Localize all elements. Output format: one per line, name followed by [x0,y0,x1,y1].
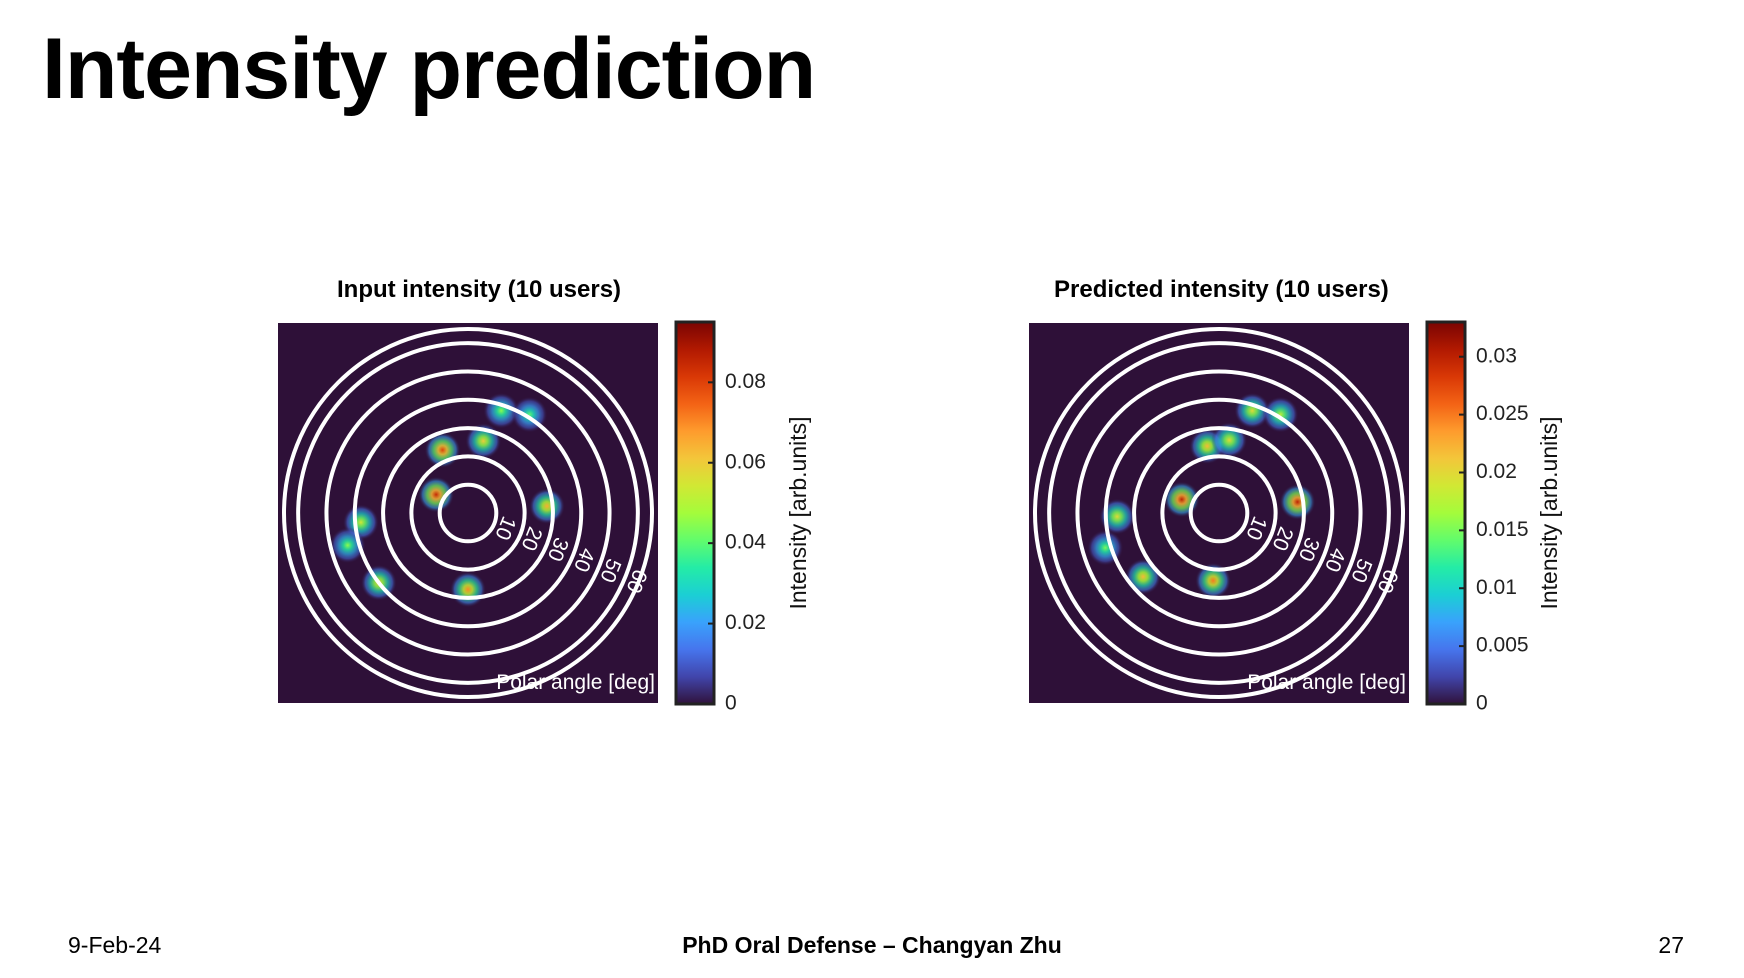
footer-presenter: PhD Oral Defense – Changyan Zhu [682,932,1062,958]
intensity-spot [342,504,379,541]
page-number: 27 [1658,932,1684,958]
colorbar-tick-label: 0.02 [725,611,766,634]
colorbar-tick-label: 0.025 [1476,402,1529,425]
colorbar-tick-label: 0.01 [1476,576,1517,599]
radial-tick-label: 50 [595,555,625,585]
intensity-spot [511,396,548,433]
colorbar-label: Intensity [arb.units] [1536,416,1562,609]
polar-ring [1075,369,1363,657]
polar-ring [1132,426,1306,600]
colorbar-tick-label: 0.03 [1476,344,1517,367]
intensity-spot [1163,481,1200,518]
radial-tick-label: 30 [1294,534,1324,564]
radial-tick-label: 10 [1241,513,1271,543]
polar-ring [1188,482,1250,544]
intensity-spot [1125,558,1162,595]
intensity-spot [1279,483,1316,520]
colorbar [1425,320,1467,706]
intensity-spot [1262,396,1299,433]
polar-ring [352,397,584,629]
colorbar-tick-label: 0.005 [1476,634,1529,657]
radial-tick-label: 10 [490,513,520,543]
radial-tick-label: 50 [1346,555,1376,585]
colorbar-tick-label: 0.04 [725,531,766,554]
polar-ring [381,426,555,600]
radial-axis-label: Polar angle [deg] [1247,671,1406,694]
polar-ring [296,341,640,685]
intensity-spot [1099,498,1136,535]
slide-title: Intensity prediction [42,21,816,117]
polar-ring [324,369,612,657]
radial-tick-label: 20 [1268,524,1298,554]
intensity-spot [483,392,520,429]
heatmap-background [278,323,658,703]
colorbar-tick-label: 0.08 [725,370,766,393]
radial-tick-label: 60 [622,566,652,596]
colorbar-tick-label: 0.015 [1476,518,1529,541]
polar-ring [1047,341,1391,685]
intensity-spot [1189,428,1226,465]
colorbar [674,320,716,706]
radial-tick-label: 20 [517,524,547,554]
intensity-spot [1087,529,1124,566]
intensity-spot [1195,562,1232,599]
colorbar-tick-label: 0.02 [1476,460,1517,483]
heatmap-background [1029,323,1409,703]
radial-tick-label: 40 [569,545,599,575]
polar-ring-outer [282,327,654,699]
polar-ring [1103,397,1335,629]
intensity-spot [528,488,565,525]
intensity-spot [450,571,486,608]
polar-ring [437,482,499,544]
intensity-spot [1211,422,1248,459]
polar-ring [1160,454,1278,572]
intensity-spot [1234,392,1271,429]
radial-axis-label: Polar angle [deg] [496,671,655,694]
colorbar-label: Intensity [arb.units] [785,416,811,609]
radial-tick-label: 40 [1320,545,1350,575]
colorbar-tick-label: 0 [725,692,737,715]
colorbar-tick-label: 0.06 [725,450,766,473]
intensity-spot [465,423,502,460]
intensity-spot [360,564,397,601]
radial-tick-label: 60 [1373,566,1403,596]
intensity-spot [424,432,461,469]
colorbar-tick-label: 0 [1476,692,1488,715]
intensity-spot [418,476,455,513]
predicted-panel-title: Predicted intensity (10 users) [1054,276,1389,303]
intensity-spot [329,527,366,564]
footer-date: 9-Feb-24 [68,932,162,958]
polar-ring-outer [1033,327,1405,699]
radial-tick-label: 30 [543,534,573,564]
input-panel-title: Input intensity (10 users) [337,276,622,303]
polar-ring [409,454,527,572]
